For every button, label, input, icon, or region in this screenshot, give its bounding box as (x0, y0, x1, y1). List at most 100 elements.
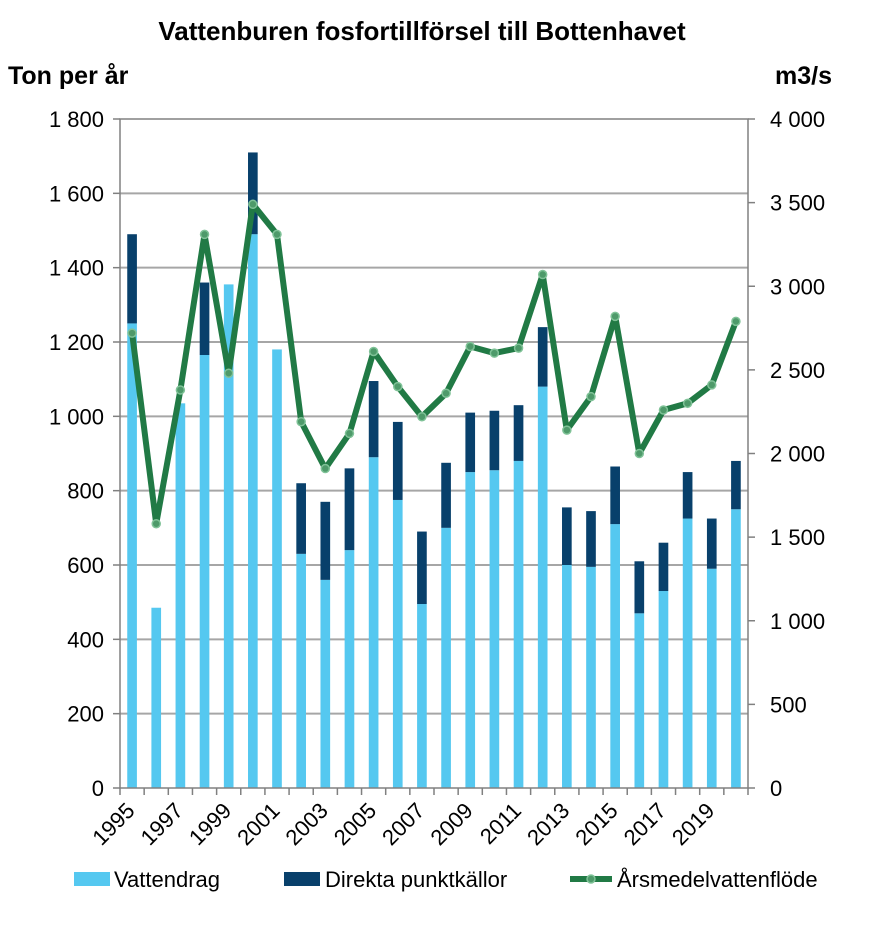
legend: Vattendrag Direkta punktkällor Årsmedelv… (74, 867, 818, 892)
bar-direkta-2005 (368, 381, 379, 458)
y2-tick-label: 0 (770, 776, 782, 801)
bar-direkta-2016 (634, 561, 645, 614)
point-flow-2009 (465, 341, 475, 352)
point-flow-1998 (199, 229, 210, 240)
legend-marker-flow (586, 874, 596, 884)
point-flow-2006 (393, 381, 403, 392)
y2-tick-label: 2 500 (770, 358, 825, 383)
bar-vattendrag-2015 (610, 524, 620, 788)
x-tick-label: 2013 (522, 798, 574, 850)
bar-direkta-2013 (562, 507, 572, 565)
legend-swatch-direkta (284, 872, 320, 886)
bar-vattendrag-2013 (562, 565, 572, 788)
y-tick-label: 1 800 (49, 107, 104, 132)
point-flow-2017 (658, 405, 669, 415)
y2-tick-label: 4 000 (770, 107, 825, 132)
line-arsmedelvattenflode (129, 201, 739, 527)
bar-vattendrag-2016 (634, 613, 645, 788)
bar-direkta-1995 (127, 234, 137, 324)
y2-tick-label: 3 500 (770, 191, 825, 216)
bar-direkta-2010 (489, 410, 500, 471)
x-tick-label: 1997 (136, 798, 188, 850)
x-tick-label: 2015 (570, 798, 622, 850)
legend-label-vattendrag: Vattendrag (114, 867, 220, 892)
chart-title: Vattenburen fosfortillförsel till Botten… (158, 16, 686, 46)
point-flow-2003 (320, 463, 331, 474)
y-tick-label: 0 (92, 776, 104, 801)
y2-axis-ticks: 0 500 1 000 1 500 2 000 2 500 3 000 3 500 4 000 (748, 107, 825, 801)
y2-tick-label: 3 000 (770, 274, 825, 299)
y-axis-ticks: 0 200 400 600 800 1 000 1 200 1 400 1 600 1 800 (49, 107, 120, 801)
bar-direkta-2018 (682, 472, 693, 519)
x-tick-label: 2005 (329, 798, 381, 850)
point-flow-2007 (417, 411, 427, 422)
bar-direkta-2008 (441, 462, 451, 528)
y-tick-label: 800 (67, 479, 104, 504)
point-flow-2012 (537, 269, 548, 280)
point-flow-1995 (127, 328, 137, 338)
point-flow-2000 (248, 199, 258, 210)
y2-tick-label: 2 000 (770, 442, 825, 467)
bar-vattendrag-2019 (706, 568, 717, 788)
x-tick-label: 2001 (232, 798, 284, 850)
bar-vattendrag-2010 (489, 470, 500, 788)
y-axis-label: Ton per år (8, 62, 129, 90)
y-tick-label: 600 (67, 553, 104, 578)
y-tick-label: 1 000 (49, 404, 104, 429)
bar-vattendrag-1997 (175, 403, 186, 788)
bar-vattendrag-2014 (586, 566, 596, 788)
point-flow-2015 (610, 311, 620, 322)
x-tick-label: 1999 (184, 798, 236, 850)
point-flow-2011 (513, 343, 524, 353)
bar-vattendrag-2004 (344, 550, 355, 788)
legend-label-direkta: Direkta punktkällor (325, 867, 507, 892)
bar-direkta-2002 (296, 483, 306, 554)
y-tick-label: 200 (67, 702, 104, 727)
point-flow-1999 (223, 368, 234, 378)
legend-swatch-vattendrag (74, 872, 110, 886)
x-tick-label: 2019 (667, 798, 719, 850)
point-flow-2019 (707, 380, 717, 390)
point-flow-2014 (586, 391, 596, 402)
point-flow-2005 (368, 346, 379, 357)
x-tick-label: 1995 (87, 798, 139, 850)
bar-direkta-2011 (513, 405, 524, 461)
point-flow-2010 (489, 348, 500, 358)
point-flow-1996 (151, 518, 161, 529)
y2-tick-label: 500 (770, 692, 807, 717)
point-flow-2001 (272, 229, 282, 240)
x-axis-ticks: 1995199719992001200320052007200920112013… (87, 788, 749, 850)
y2-axis-label: m3/s (775, 62, 832, 90)
bar-vattendrag-1995 (127, 323, 137, 788)
point-flow-2013 (562, 425, 572, 435)
y-tick-label: 400 (67, 627, 104, 652)
x-tick-label: 2003 (281, 798, 333, 850)
bar-direkta-2006 (392, 421, 403, 500)
x-tick-label: 2009 (425, 798, 477, 850)
x-tick-label: 2011 (475, 798, 526, 849)
bar-vattendrag-1996 (151, 607, 162, 788)
bar-direkta-2019 (706, 518, 717, 569)
bar-direkta-2009 (465, 412, 476, 473)
y-tick-label: 1 600 (49, 181, 104, 206)
bar-vattendrag-1999 (223, 284, 234, 788)
y2-tick-label: 1 500 (770, 525, 825, 550)
bar-vattendrag-2012 (537, 386, 548, 788)
bar-direkta-2004 (344, 468, 355, 551)
bar-vattendrag-2009 (465, 472, 476, 788)
x-tick-label: 2017 (619, 798, 671, 850)
point-flow-2004 (344, 428, 355, 439)
bar-vattendrag-2008 (441, 527, 451, 788)
bar-direkta-2015 (610, 466, 620, 525)
point-flow-2016 (634, 448, 645, 459)
point-flow-1997 (175, 385, 186, 395)
bar-direkta-2000 (248, 152, 258, 235)
bar-vattendrag-2018 (682, 518, 693, 788)
point-flow-2020 (731, 316, 741, 327)
point-flow-2002 (296, 416, 306, 427)
bar-vattendrag-2020 (731, 509, 741, 788)
y2-tick-label: 1 000 (770, 609, 825, 634)
plot-frame (119, 118, 749, 789)
bar-direkta-2012 (537, 327, 548, 387)
